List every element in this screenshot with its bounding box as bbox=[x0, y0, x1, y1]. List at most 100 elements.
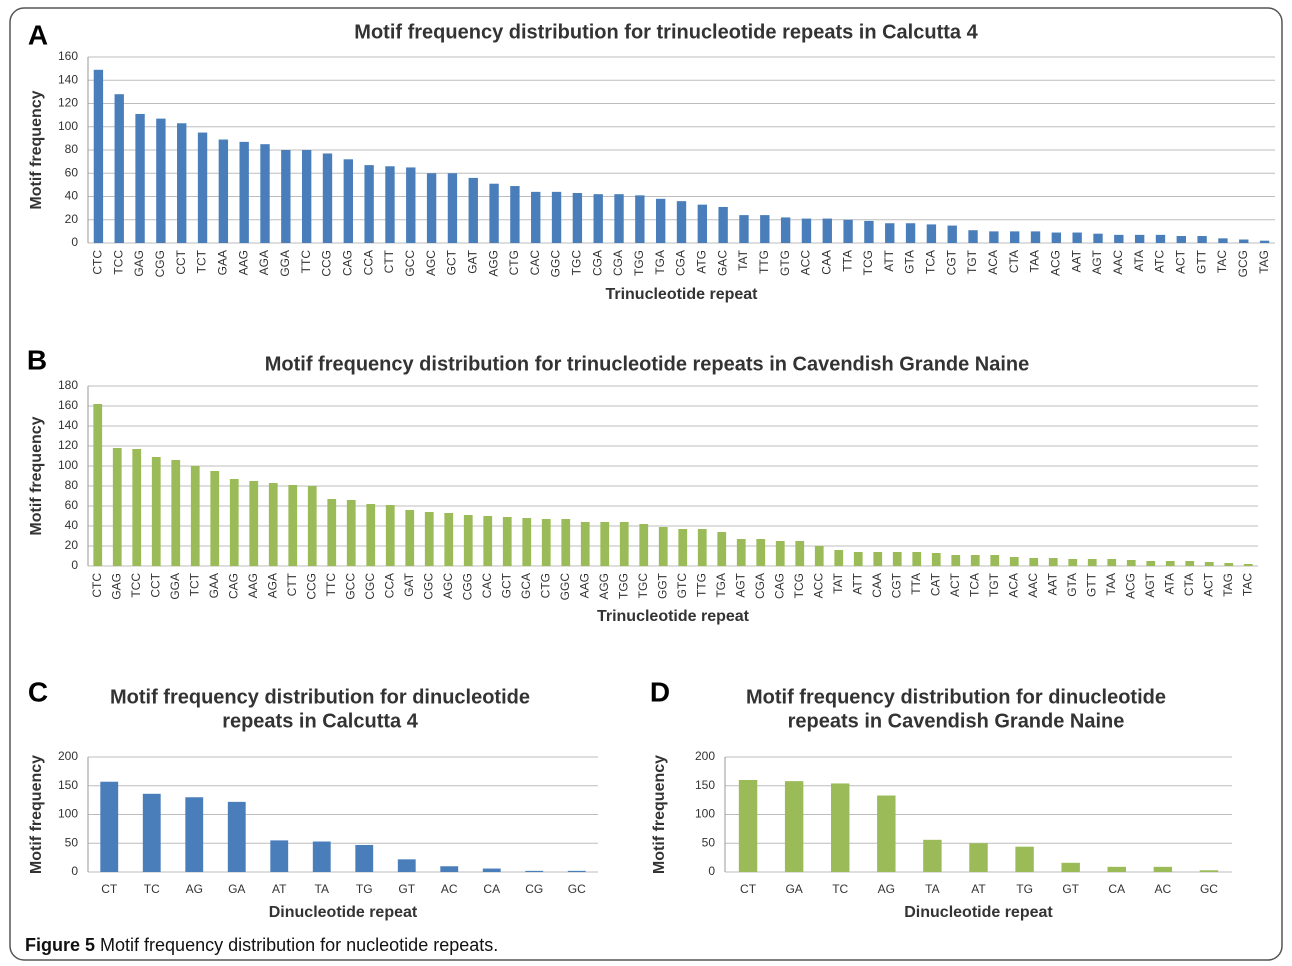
x-tick-label: ATT bbox=[882, 249, 896, 271]
bar bbox=[784, 781, 804, 872]
x-tick-label: CT bbox=[740, 882, 757, 896]
x-tick-label: AG bbox=[186, 882, 203, 896]
bar bbox=[397, 859, 416, 872]
bar bbox=[697, 529, 707, 566]
bar bbox=[912, 552, 922, 566]
x-tick-label: AGT bbox=[1143, 572, 1157, 597]
bar bbox=[424, 512, 434, 566]
x-tick-label: GA bbox=[228, 882, 245, 896]
chart-title: Motif frequency distribution for trinucl… bbox=[354, 21, 978, 43]
bar bbox=[100, 781, 119, 872]
bar bbox=[1243, 564, 1253, 566]
bar bbox=[947, 225, 957, 243]
bar bbox=[639, 524, 649, 566]
bar bbox=[760, 215, 770, 243]
x-tick-label: AGA bbox=[265, 573, 279, 598]
bar bbox=[525, 870, 544, 872]
x-tick-label: TCG bbox=[861, 250, 875, 275]
y-tick-label: 100 bbox=[58, 807, 78, 821]
x-tick-label: TAC bbox=[1240, 573, 1254, 596]
bar bbox=[405, 510, 415, 566]
bar bbox=[717, 532, 727, 566]
bar bbox=[1009, 557, 1019, 566]
x-tick-label: CA bbox=[1108, 882, 1125, 896]
x-tick-label: CGC bbox=[421, 573, 435, 600]
x-tick-label: CGA bbox=[611, 250, 625, 276]
x-tick-label: AT bbox=[272, 882, 287, 896]
panel-letter: C bbox=[28, 676, 48, 707]
y-tick-label: 60 bbox=[65, 498, 79, 512]
bar bbox=[1199, 870, 1219, 872]
panel-letter: B bbox=[27, 344, 47, 375]
bar bbox=[969, 843, 988, 872]
caption-label: Figure 5 bbox=[25, 935, 95, 955]
bar bbox=[151, 457, 161, 566]
bar bbox=[853, 552, 863, 566]
x-tick-label: ACG bbox=[1049, 250, 1063, 276]
x-tick-label: AGT bbox=[1090, 249, 1104, 274]
bar bbox=[1146, 561, 1156, 566]
chart-title: Motif frequency distribution for dinucle… bbox=[110, 686, 530, 708]
y-tick-label: 120 bbox=[58, 96, 78, 110]
y-tick-label: 20 bbox=[65, 538, 79, 552]
x-tick-label: TAA bbox=[1104, 573, 1118, 595]
bar bbox=[873, 552, 883, 566]
x-tick-label: TGA bbox=[653, 250, 667, 275]
bar bbox=[990, 555, 1000, 566]
bar bbox=[190, 466, 200, 566]
bar bbox=[885, 223, 895, 243]
x-axis-label: Dinucleotide repeat bbox=[269, 904, 418, 921]
y-tick-label: 50 bbox=[702, 835, 716, 849]
bar bbox=[951, 555, 961, 566]
x-tick-label: GTA bbox=[903, 250, 917, 274]
x-tick-label: CGA bbox=[753, 573, 767, 599]
bar bbox=[112, 448, 122, 566]
x-tick-label: ATA bbox=[1162, 573, 1176, 595]
x-tick-label: CAG bbox=[340, 250, 354, 276]
x-tick-label: ATC bbox=[1153, 250, 1167, 273]
bar bbox=[1029, 558, 1039, 566]
y-tick-label: 0 bbox=[71, 864, 78, 878]
y-tick-label: 40 bbox=[65, 518, 79, 532]
bar bbox=[239, 141, 249, 243]
bar bbox=[522, 518, 532, 566]
bar bbox=[132, 449, 142, 566]
bar bbox=[426, 173, 437, 243]
bar bbox=[600, 522, 610, 566]
bar bbox=[567, 870, 586, 872]
y-axis-label: Motif frequency bbox=[651, 755, 668, 874]
bar bbox=[270, 840, 289, 872]
bar bbox=[229, 479, 239, 566]
x-tick-label: TTG bbox=[757, 250, 771, 274]
x-tick-label: GCT bbox=[499, 572, 513, 598]
x-tick-label: ATA bbox=[1132, 250, 1146, 272]
bar bbox=[482, 868, 501, 872]
bar bbox=[756, 539, 766, 566]
x-tick-label: TCC bbox=[129, 573, 143, 598]
x-tick-label: AC bbox=[1155, 882, 1172, 896]
bar bbox=[307, 486, 317, 566]
bar bbox=[444, 513, 454, 566]
y-tick-label: 120 bbox=[58, 438, 78, 452]
bar bbox=[1134, 234, 1145, 243]
x-tick-label: GTT bbox=[1194, 249, 1208, 274]
x-tick-label: TAC bbox=[1215, 250, 1229, 273]
bar bbox=[1030, 231, 1041, 243]
bar bbox=[738, 780, 758, 872]
bar bbox=[1107, 559, 1117, 566]
bar bbox=[218, 139, 229, 243]
bar bbox=[676, 201, 687, 243]
x-tick-label: GAT bbox=[402, 572, 416, 596]
x-tick-label: CAA bbox=[819, 250, 833, 275]
bar bbox=[142, 793, 161, 872]
x-tick-label: ATG bbox=[694, 250, 708, 274]
y-axis-label: Motif frequency bbox=[28, 755, 45, 874]
bar bbox=[635, 195, 645, 243]
x-tick-label: CGA bbox=[674, 250, 688, 276]
bar bbox=[364, 165, 374, 243]
x-tick-label: TGA bbox=[714, 573, 728, 598]
bar bbox=[580, 522, 590, 566]
x-tick-label: AAC bbox=[1026, 573, 1040, 598]
x-tick-label: TGG bbox=[632, 250, 646, 276]
